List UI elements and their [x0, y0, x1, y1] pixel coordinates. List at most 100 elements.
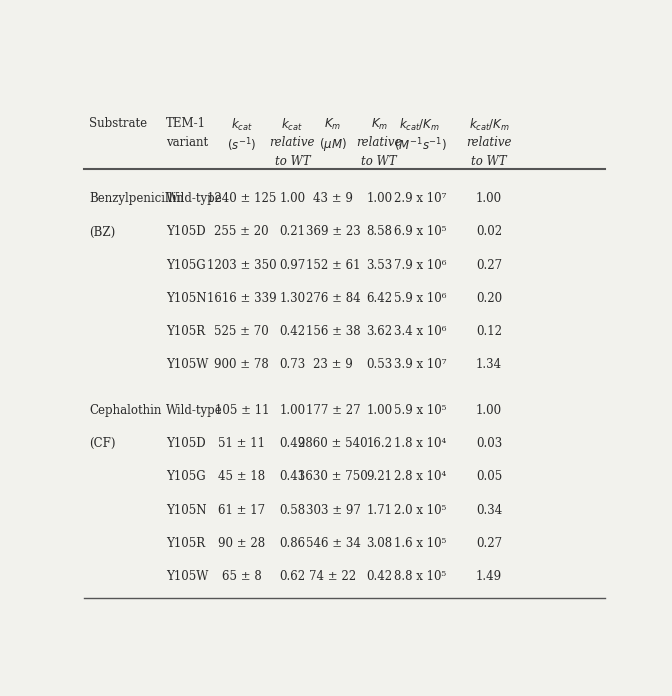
- Text: 152 ± 61: 152 ± 61: [306, 259, 360, 271]
- Text: 6.9 x 10⁵: 6.9 x 10⁵: [394, 226, 446, 239]
- Text: 2.0 x 10⁵: 2.0 x 10⁵: [394, 504, 446, 516]
- Text: 0.21: 0.21: [280, 226, 305, 239]
- Text: Benzylpenicillin: Benzylpenicillin: [89, 192, 184, 205]
- Text: 6.42: 6.42: [366, 292, 392, 305]
- Text: 0.12: 0.12: [476, 325, 502, 338]
- Text: 0.49: 0.49: [279, 437, 306, 450]
- Text: 5.9 x 10⁵: 5.9 x 10⁵: [394, 404, 446, 417]
- Text: 3.4 x 10⁶: 3.4 x 10⁶: [394, 325, 446, 338]
- Text: 0.34: 0.34: [476, 504, 502, 516]
- Text: 61 ± 17: 61 ± 17: [218, 504, 265, 516]
- Text: 1203 ± 350: 1203 ± 350: [207, 259, 277, 271]
- Text: 3.9 x 10⁷: 3.9 x 10⁷: [394, 358, 446, 372]
- Text: 1.00: 1.00: [366, 404, 392, 417]
- Text: 2.9 x 10⁷: 2.9 x 10⁷: [394, 192, 446, 205]
- Text: Wild-type: Wild-type: [166, 404, 223, 417]
- Text: 0.58: 0.58: [280, 504, 305, 516]
- Text: 0.73: 0.73: [279, 358, 306, 372]
- Text: $k_{cat}/K_m$: $k_{cat}/K_m$: [468, 117, 510, 133]
- Text: 5.9 x 10⁶: 5.9 x 10⁶: [394, 292, 446, 305]
- Text: Y105R: Y105R: [166, 325, 206, 338]
- Text: 0.03: 0.03: [476, 437, 502, 450]
- Text: relative: relative: [357, 136, 402, 149]
- Text: (CF): (CF): [89, 437, 116, 450]
- Text: 0.05: 0.05: [476, 470, 502, 484]
- Text: 1.8 x 10⁴: 1.8 x 10⁴: [394, 437, 446, 450]
- Text: 43 ± 9: 43 ± 9: [313, 192, 353, 205]
- Text: 1240 ± 125: 1240 ± 125: [207, 192, 276, 205]
- Text: $(\mu M)$: $(\mu M)$: [319, 136, 347, 153]
- Text: 1.30: 1.30: [280, 292, 305, 305]
- Text: 369 ± 23: 369 ± 23: [306, 226, 360, 239]
- Text: 7.9 x 10⁶: 7.9 x 10⁶: [394, 259, 446, 271]
- Text: 51 ± 11: 51 ± 11: [218, 437, 265, 450]
- Text: variant: variant: [166, 136, 208, 149]
- Text: 105 ± 11: 105 ± 11: [214, 404, 269, 417]
- Text: 1.00: 1.00: [280, 404, 305, 417]
- Text: to WT: to WT: [471, 155, 507, 168]
- Text: 9.21: 9.21: [366, 470, 392, 484]
- Text: relative: relative: [466, 136, 512, 149]
- Text: (BZ): (BZ): [89, 226, 116, 239]
- Text: relative: relative: [269, 136, 315, 149]
- Text: Y105N: Y105N: [166, 292, 207, 305]
- Text: 303 ± 97: 303 ± 97: [306, 504, 360, 516]
- Text: Y105N: Y105N: [166, 504, 207, 516]
- Text: 8.8 x 10⁵: 8.8 x 10⁵: [394, 570, 446, 583]
- Text: 8.58: 8.58: [366, 226, 392, 239]
- Text: $K_m$: $K_m$: [371, 117, 388, 132]
- Text: 0.20: 0.20: [476, 292, 502, 305]
- Text: $(M^{-1}s^{-1})$: $(M^{-1}s^{-1})$: [394, 136, 446, 154]
- Text: Y105R: Y105R: [166, 537, 206, 550]
- Text: Y105G: Y105G: [166, 470, 206, 484]
- Text: 1.00: 1.00: [476, 404, 502, 417]
- Text: 1.00: 1.00: [476, 192, 502, 205]
- Text: 0.97: 0.97: [279, 259, 306, 271]
- Text: 65 ± 8: 65 ± 8: [222, 570, 261, 583]
- Text: 0.42: 0.42: [280, 325, 305, 338]
- Text: 2860 ± 540: 2860 ± 540: [298, 437, 368, 450]
- Text: 74 ± 22: 74 ± 22: [309, 570, 357, 583]
- Text: Y105D: Y105D: [166, 226, 206, 239]
- Text: 0.43: 0.43: [279, 470, 306, 484]
- Text: to WT: to WT: [274, 155, 310, 168]
- Text: 276 ± 84: 276 ± 84: [306, 292, 360, 305]
- Text: 0.62: 0.62: [280, 570, 305, 583]
- Text: 156 ± 38: 156 ± 38: [306, 325, 360, 338]
- Text: $k_{cat}/K_m$: $k_{cat}/K_m$: [399, 117, 440, 133]
- Text: 1630 ± 750: 1630 ± 750: [298, 470, 368, 484]
- Text: 0.86: 0.86: [280, 537, 305, 550]
- Text: 900 ± 78: 900 ± 78: [214, 358, 269, 372]
- Text: Y105W: Y105W: [166, 570, 209, 583]
- Text: 1.00: 1.00: [366, 192, 392, 205]
- Text: 3.62: 3.62: [366, 325, 392, 338]
- Text: 1.71: 1.71: [366, 504, 392, 516]
- Text: 1.6 x 10⁵: 1.6 x 10⁵: [394, 537, 446, 550]
- Text: 45 ± 18: 45 ± 18: [218, 470, 265, 484]
- Text: 23 ± 9: 23 ± 9: [313, 358, 353, 372]
- Text: 1616 ± 339: 1616 ± 339: [207, 292, 277, 305]
- Text: $k_{cat}$: $k_{cat}$: [231, 117, 253, 133]
- Text: 1.34: 1.34: [476, 358, 502, 372]
- Text: 1.00: 1.00: [280, 192, 305, 205]
- Text: 546 ± 34: 546 ± 34: [306, 537, 360, 550]
- Text: 0.27: 0.27: [476, 259, 502, 271]
- Text: 0.42: 0.42: [366, 570, 392, 583]
- Text: $k_{cat}$: $k_{cat}$: [282, 117, 303, 133]
- Text: Substrate: Substrate: [89, 117, 147, 129]
- Text: 2.8 x 10⁴: 2.8 x 10⁴: [394, 470, 446, 484]
- Text: 90 ± 28: 90 ± 28: [218, 537, 265, 550]
- Text: 3.08: 3.08: [366, 537, 392, 550]
- Text: $K_m$: $K_m$: [325, 117, 341, 132]
- Text: 3.53: 3.53: [366, 259, 392, 271]
- Text: 177 ± 27: 177 ± 27: [306, 404, 360, 417]
- Text: Wild-type: Wild-type: [166, 192, 223, 205]
- Text: Y105D: Y105D: [166, 437, 206, 450]
- Text: 255 ± 20: 255 ± 20: [214, 226, 269, 239]
- Text: to WT: to WT: [362, 155, 397, 168]
- Text: $(s^{-1})$: $(s^{-1})$: [227, 136, 257, 154]
- Text: 0.02: 0.02: [476, 226, 502, 239]
- Text: Y105G: Y105G: [166, 259, 206, 271]
- Text: 16.2: 16.2: [366, 437, 392, 450]
- Text: 0.53: 0.53: [366, 358, 392, 372]
